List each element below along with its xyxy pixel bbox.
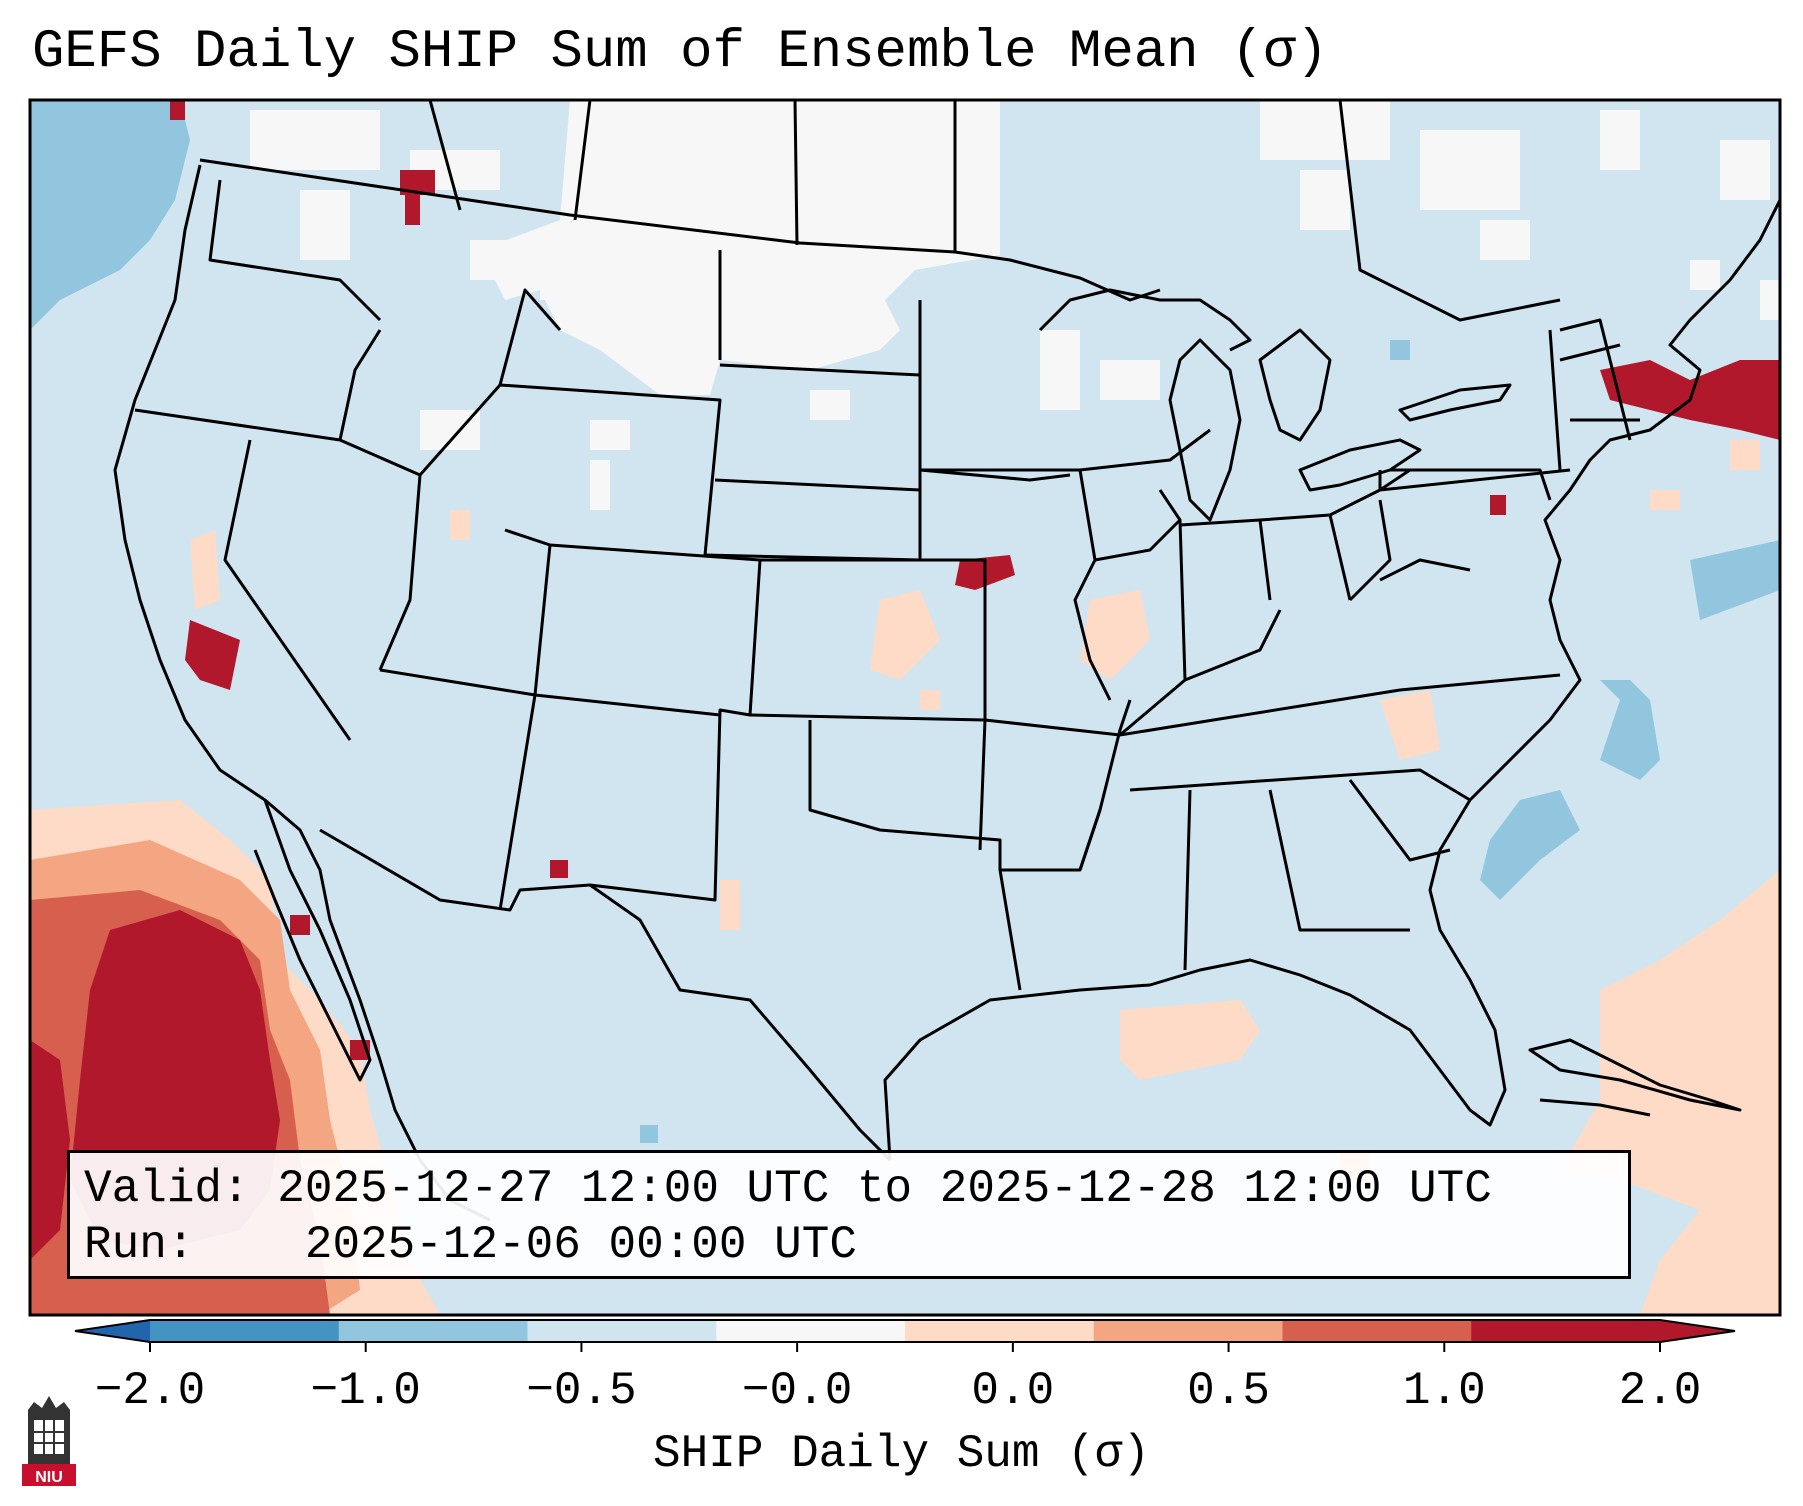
valid-label: Valid: [84,1163,250,1215]
colorbar-tick-label: −0.5 [526,1365,637,1417]
colorbar-tick-label: 2.0 [1618,1365,1702,1417]
map-title: GEFS Daily SHIP Sum of Ensemble Mean (σ) [32,22,1329,83]
colorbar-extend-low [75,1320,150,1342]
svg-text:NIU: NIU [35,1469,63,1486]
colorbar-segment [338,1320,528,1342]
colorbar-segment [1471,1320,1661,1342]
colorbar-segment [716,1320,906,1342]
colorbar-tick-label: −1.0 [310,1365,421,1417]
valid-line: Valid: 2025-12-27 12:00 UTC to 2025-12-2… [84,1161,1614,1217]
info-box: Valid: 2025-12-27 12:00 UTC to 2025-12-2… [67,1150,1631,1279]
map-frame [28,98,1782,1317]
valid-value: 2025-12-27 12:00 UTC to 2025-12-28 12:00… [277,1163,1492,1215]
colorbar-label: SHIP Daily Sum (σ) [653,1428,1150,1480]
colorbar-tick-label: 0.5 [1187,1365,1270,1417]
field-near-zero-regions [250,100,1780,510]
run-line: Run: 2025-12-06 00:00 UTC [84,1217,1614,1273]
colorbar-tick-label: −2.0 [94,1365,206,1417]
run-label: Run: [84,1219,195,1271]
university-building-icon: NIU [22,1396,76,1486]
colorbar [74,1319,1736,1352]
colorbar-tick-label: −0.0 [741,1365,853,1417]
colorbar-segment [905,1320,1095,1342]
colorbar-segment [527,1320,717,1342]
colorbar-tick-label: 1.0 [1402,1365,1486,1417]
run-value: 2025-12-06 00:00 UTC [304,1219,857,1271]
map-area [30,100,1780,1315]
colorbar-segment [1093,1320,1283,1342]
colorbar-segment [1282,1320,1472,1342]
colorbar-segment [150,1320,340,1342]
logo-band [22,1464,76,1486]
colorbar-tick-label: 0.0 [971,1365,1055,1417]
field-negative-regions [30,100,1780,1143]
colorbar-extend-high [1660,1320,1735,1342]
map-boundaries [113,100,1780,1222]
